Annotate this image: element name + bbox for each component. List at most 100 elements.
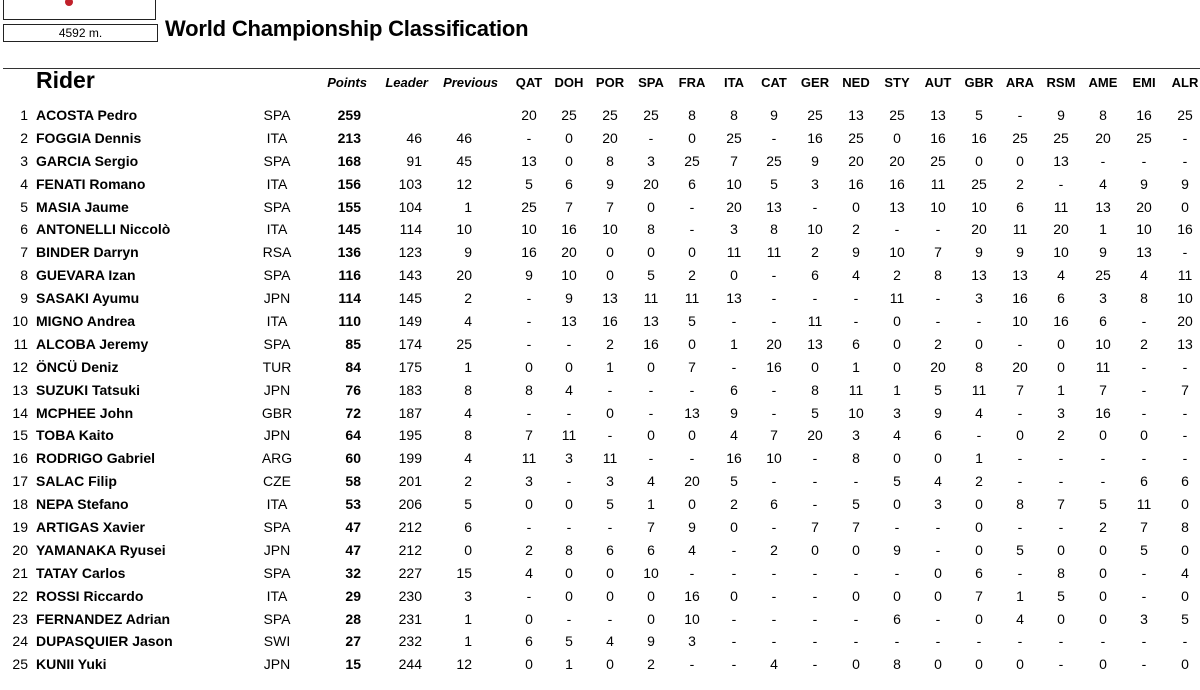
race-points-cell: 0 xyxy=(975,656,983,673)
race-points-cell: 4 xyxy=(852,267,860,284)
rider-position: 3 xyxy=(20,152,28,169)
race-points-cell: 13 xyxy=(726,290,742,307)
rider-points: 58 xyxy=(345,473,361,490)
race-points-cell: 9 xyxy=(688,519,696,536)
race-points-cell: 0 xyxy=(1181,541,1189,558)
race-points-cell: 5 xyxy=(1099,496,1107,513)
race-points-cell: 2 xyxy=(1099,519,1107,536)
race-points-cell: 11 xyxy=(889,290,905,307)
rider-position: 12 xyxy=(12,358,28,375)
rider-column-header: Rider xyxy=(36,67,95,93)
race-points-cell: 5 xyxy=(934,381,942,398)
race-points-cell: 7 xyxy=(525,427,533,444)
rider-name: FENATI Romano xyxy=(36,175,146,192)
rider-points: 64 xyxy=(345,427,361,444)
gap-to-previous: 2 xyxy=(464,473,472,490)
rider-position: 9 xyxy=(20,290,28,307)
race-points-cell: - xyxy=(935,290,941,307)
rider-points: 27 xyxy=(345,633,361,650)
race-points-cell: - xyxy=(1182,358,1188,375)
race-points-cell: 13 xyxy=(971,267,987,284)
race-points-cell: 13 xyxy=(930,107,946,123)
race-points-cell: 20 xyxy=(561,244,577,261)
track-distance: 4592 m. xyxy=(3,24,158,42)
table-row: 1 ACOSTA Pedro SPA 259 20 25 25 25 8 8 9 25 13 25 13 5-… xyxy=(0,104,1200,127)
race-points-cell: - xyxy=(526,129,532,146)
gap-to-previous: 10 xyxy=(456,221,472,238)
race-points-cell: 20 xyxy=(889,152,905,169)
table-row: 14 MCPHEE John GBR 72 187 4 - - 0 - 13 9 - 5 10 3 9 4 - 3 16… xyxy=(0,402,1200,425)
race-points-cell: 1 xyxy=(606,358,614,375)
gap-to-leader: 244 xyxy=(398,656,422,673)
race-points-cell: 0 xyxy=(606,656,614,673)
race-header-9: STY xyxy=(884,75,910,90)
race-points-cell: 10 xyxy=(848,404,864,421)
race-points-cell: 16 xyxy=(521,244,537,261)
race-points-cell: - xyxy=(1017,107,1023,123)
race-points-cell: 13 xyxy=(766,198,782,215)
rider-position: 13 xyxy=(12,381,28,398)
rider-nation: JPN xyxy=(263,381,291,398)
race-points-cell: - xyxy=(1182,450,1188,467)
race-points-cell: 9 xyxy=(1181,175,1189,192)
race-points-cell: 0 xyxy=(1099,656,1107,673)
race-points-cell: 11 xyxy=(1012,221,1028,238)
race-points-cell: 0 xyxy=(565,587,573,604)
race-points-cell: 0 xyxy=(730,587,738,604)
race-points-cell: - xyxy=(689,656,695,673)
race-points-cell: 10 xyxy=(807,221,823,238)
rider-nation: RSA xyxy=(262,244,292,261)
race-points-cell: 5 xyxy=(811,404,819,421)
rider-position: 19 xyxy=(12,519,28,536)
gap-to-leader: 232 xyxy=(398,633,422,650)
gap-to-leader: 149 xyxy=(398,313,422,330)
rider-nation: SPA xyxy=(263,107,291,123)
table-row: 16 RODRIGO Gabriel ARG 60 199 4 11 3 11- -16 10-8 0… xyxy=(0,447,1200,470)
race-points-cell: 0 xyxy=(1099,541,1107,558)
gap-to-previous: 1 xyxy=(464,610,472,627)
gap-to-previous: 1 xyxy=(464,198,472,215)
race-points-cell: 4 xyxy=(893,427,901,444)
race-points-cell: 9 xyxy=(565,290,573,307)
race-points-cell: 13 xyxy=(889,198,905,215)
gap-to-previous: 2 xyxy=(464,290,472,307)
race-header-8: NED xyxy=(842,75,870,90)
race-points-cell: 0 xyxy=(1057,358,1065,375)
race-points-cell: 8 xyxy=(852,450,860,467)
rider-name: FERNANDEZ Adrian xyxy=(36,610,171,627)
table-row: 25 KUNII Yuki JPN 15 244 12 0 1 0 2 - - 4 - 0 8 0 0 0 - 0 - 0 xyxy=(0,653,1200,676)
race-points-cell: - xyxy=(1058,633,1064,650)
race-header-5: ITA xyxy=(724,75,744,90)
table-row: 23 FERNANDEZ Adrian SPA 28 231 1 0- -0 10- - - -6-0… xyxy=(0,608,1200,631)
race-points-cell: - xyxy=(1141,381,1147,398)
race-points-cell: 9 xyxy=(730,404,738,421)
race-points-cell: - xyxy=(771,313,777,330)
rider-nation: ITA xyxy=(266,496,288,513)
race-points-cell: 25 xyxy=(889,107,905,123)
race-points-cell: 0 xyxy=(975,519,983,536)
gap-to-leader: 201 xyxy=(398,473,422,490)
rider-position: 23 xyxy=(12,610,28,627)
race-points-cell: 16 xyxy=(602,313,618,330)
race-points-cell: 0 xyxy=(606,587,614,604)
race-header-2: POR xyxy=(595,75,625,90)
gap-to-leader: 206 xyxy=(398,496,422,513)
gap-to-leader: 123 xyxy=(398,244,422,261)
race-points-cell: 8 xyxy=(811,381,819,398)
rider-points: 76 xyxy=(345,381,361,398)
rider-name: GUEVARA Izan xyxy=(36,267,136,284)
race-points-cell: - xyxy=(812,587,818,604)
race-points-cell: 0 xyxy=(1099,610,1107,627)
race-points-cell: 10 xyxy=(1053,244,1069,261)
gap-to-previous: 25 xyxy=(456,335,472,352)
race-points-cell: 25 xyxy=(848,129,864,146)
race-points-cell: - xyxy=(1141,313,1147,330)
race-points-cell: 25 xyxy=(930,152,946,169)
rider-points: 116 xyxy=(338,267,361,284)
rider-nation: JPN xyxy=(263,541,291,558)
race-points-cell: 25 xyxy=(1136,129,1152,146)
race-points-cell: 0 xyxy=(647,427,655,444)
race-points-cell: 10 xyxy=(643,564,659,581)
race-points-cell: - xyxy=(689,450,695,467)
race-points-cell: 3 xyxy=(1140,610,1148,627)
